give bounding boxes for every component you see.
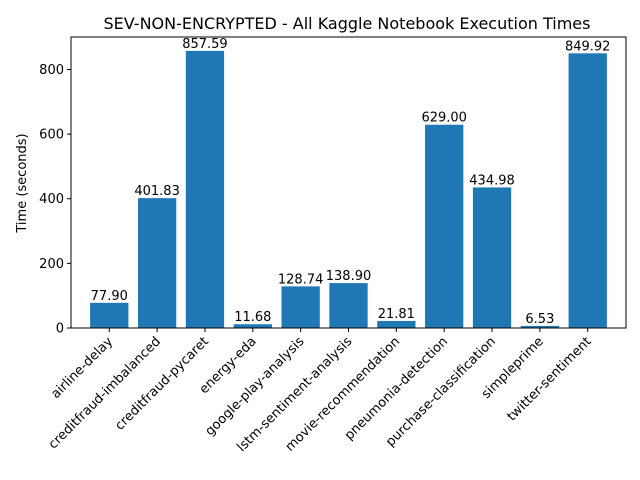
bars-group <box>90 50 607 328</box>
data-label: 138.90 <box>326 269 372 284</box>
data-label: 849.92 <box>565 39 611 54</box>
bar-energy-eda <box>233 324 272 328</box>
data-label: 401.83 <box>134 184 180 199</box>
data-label: 857.59 <box>182 37 228 52</box>
x-tick-label: twitter-sentiment <box>504 334 594 424</box>
y-tick-label: 0 <box>56 322 64 337</box>
data-label: 629.00 <box>421 111 467 126</box>
data-label: 77.90 <box>91 289 128 304</box>
data-label: 11.68 <box>234 310 271 325</box>
y-tick-label: 400 <box>39 192 64 207</box>
x-axis: airline-delaycreditfraud-imbalancedcredi… <box>46 328 595 455</box>
bar-movie-recommendation <box>377 320 416 328</box>
data-label: 128.74 <box>278 272 324 287</box>
data-label: 21.81 <box>378 307 415 322</box>
bar-lstm-sentiment-analysis <box>329 283 368 328</box>
data-label: 434.98 <box>469 173 515 188</box>
bar-google-play-analysis <box>281 286 320 328</box>
bar-simpleprime <box>520 325 560 328</box>
bar-creditfraud-imbalanced <box>137 198 177 328</box>
y-axis: 0 200 400 600 800 <box>39 63 71 337</box>
x-tick-label: creditfraud-pycaret <box>112 334 211 433</box>
data-labels-group: 77.90 401.83 857.59 11.68 128.74 138.90 21.81 6… <box>91 37 611 327</box>
bar-airline-delay <box>90 302 129 328</box>
plot-frame <box>70 36 627 329</box>
y-tick-label: 200 <box>39 257 64 272</box>
chart-title: SEV-NON-ENCRYPTED - All Kaggle Notebook … <box>104 14 591 33</box>
bar-pneumonia-detection <box>425 124 464 328</box>
y-tick-label: 600 <box>39 128 64 143</box>
bar-twitter-sentiment <box>568 53 607 328</box>
y-axis-label: Time (seconds) <box>15 133 30 233</box>
y-tick-label: 800 <box>39 63 64 78</box>
data-label: 6.53 <box>525 312 554 327</box>
bar-creditfraud-pycaret <box>185 50 225 328</box>
bar-purchase-classification <box>472 187 512 328</box>
